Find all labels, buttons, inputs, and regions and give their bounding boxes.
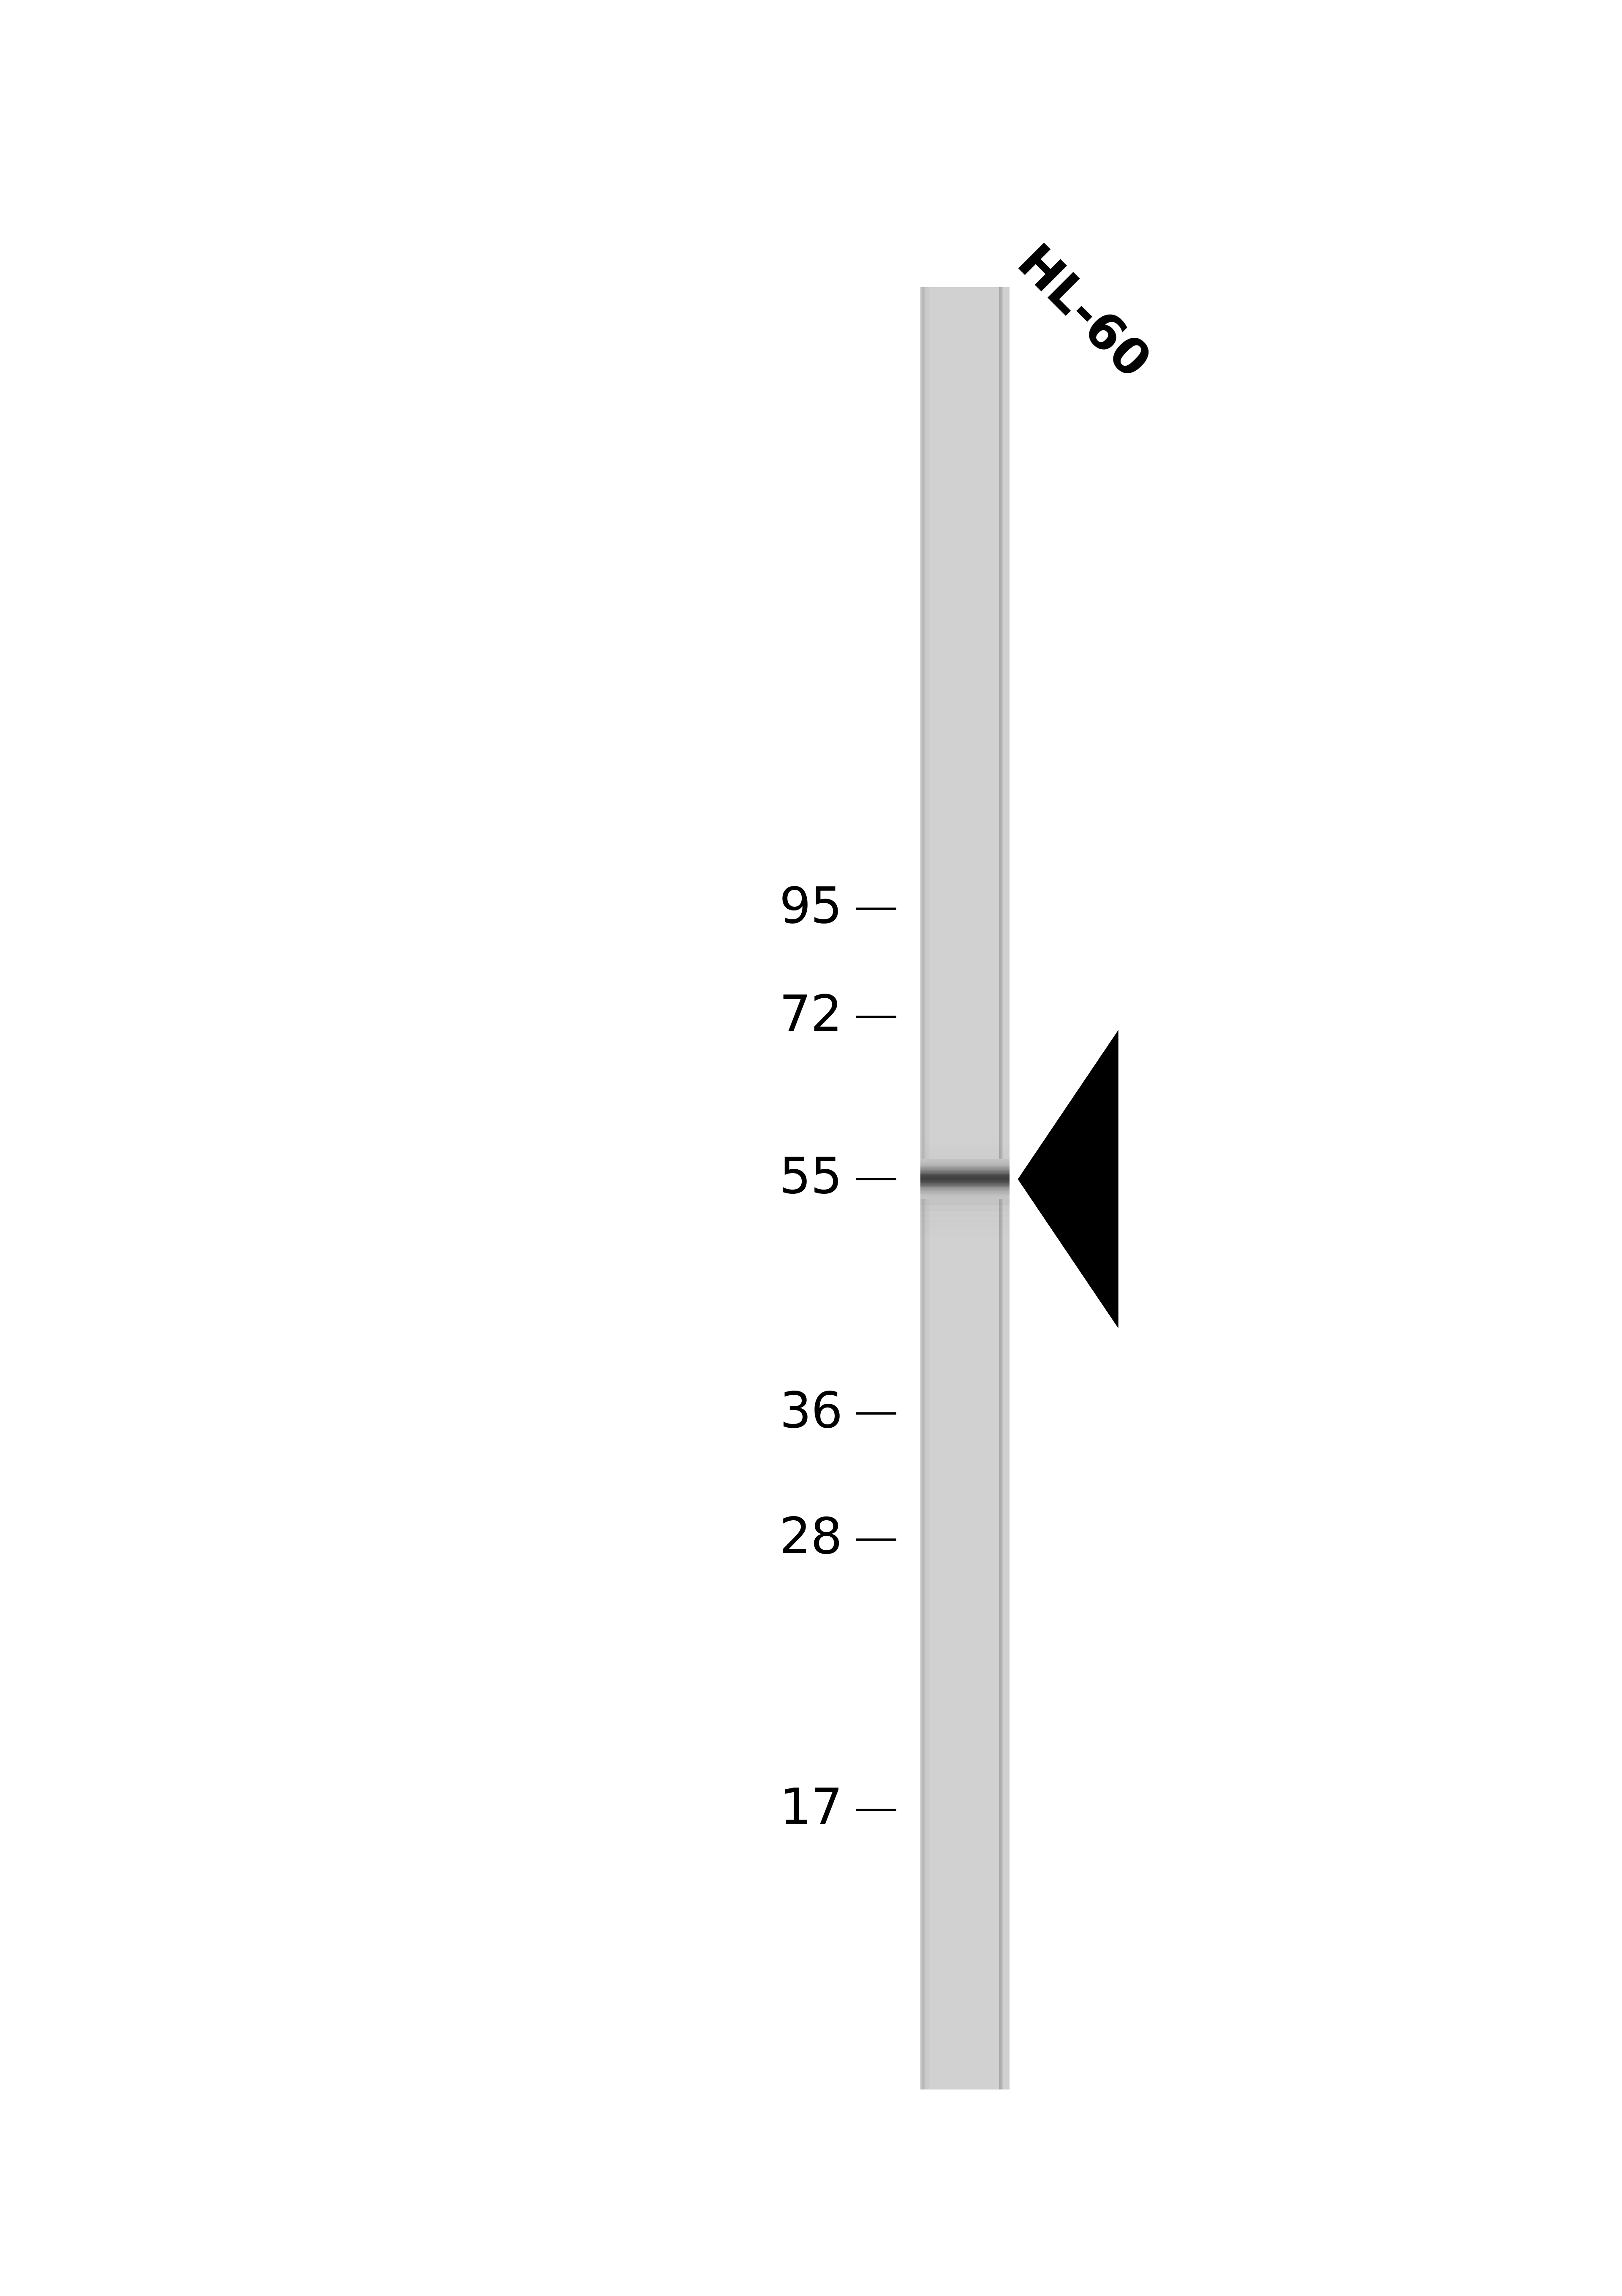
Bar <box>999 287 1002 2089</box>
Text: 36: 36 <box>779 1389 843 1437</box>
Bar <box>920 1210 1009 1228</box>
Bar <box>920 1226 1009 1247</box>
Bar <box>920 1162 1009 1180</box>
Bar <box>920 1215 1009 1235</box>
Bar <box>920 1166 1009 1187</box>
Bar <box>920 1196 1009 1217</box>
Bar <box>920 1173 1009 1194</box>
Bar <box>925 287 926 2089</box>
Bar <box>920 1185 1009 1205</box>
Text: 28: 28 <box>779 1515 843 1564</box>
Text: 72: 72 <box>779 992 843 1042</box>
Text: 95: 95 <box>779 884 843 932</box>
Bar <box>999 287 1002 2089</box>
Text: 17: 17 <box>779 1786 843 1835</box>
Bar <box>999 287 1001 2089</box>
Text: HL-60: HL-60 <box>1006 241 1155 390</box>
Bar <box>920 1221 1009 1240</box>
Bar <box>920 1203 1009 1224</box>
Bar <box>920 1155 1009 1176</box>
Bar <box>920 287 1009 2089</box>
Bar <box>923 287 925 2089</box>
Bar <box>920 1132 1009 1150</box>
Bar <box>920 1192 1009 1210</box>
Text: 55: 55 <box>779 1155 843 1203</box>
Polygon shape <box>1019 1031 1119 1329</box>
Bar <box>920 287 925 2089</box>
Bar <box>920 1150 1009 1169</box>
Bar <box>926 287 928 2089</box>
Bar <box>920 1143 1009 1164</box>
Bar <box>999 287 1001 2089</box>
Bar <box>920 1137 1009 1157</box>
